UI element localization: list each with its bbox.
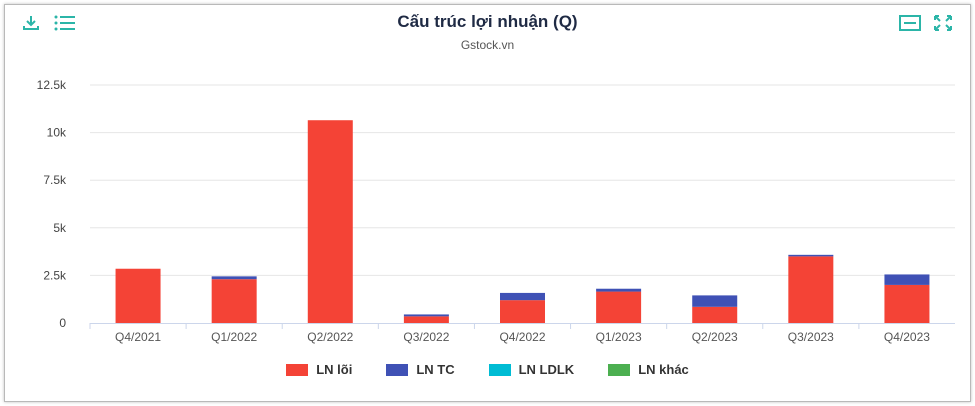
y-tick-label: 10k bbox=[47, 126, 67, 140]
bar-segment[interactable] bbox=[307, 120, 353, 323]
bar-segment[interactable] bbox=[596, 288, 642, 292]
bar-segment[interactable] bbox=[500, 300, 545, 323]
legend-label: LN LDLK bbox=[518, 362, 575, 377]
legend-swatch bbox=[488, 363, 511, 376]
chart-subtitle: Gstock.vn bbox=[460, 38, 515, 52]
chart-title: Cấu trúc lợi nhuận (Q) bbox=[397, 12, 578, 31]
bar-segment[interactable] bbox=[403, 316, 449, 323]
download-icon-glyph bbox=[23, 16, 39, 30]
legend-swatch bbox=[608, 363, 631, 376]
y-tick-label: 5k bbox=[53, 221, 67, 235]
legend-item[interactable]: LN TC bbox=[386, 362, 455, 377]
x-tick-label: Q3/2022 bbox=[403, 330, 449, 344]
bar-segment[interactable] bbox=[211, 279, 257, 323]
x-tick-label: Q4/2023 bbox=[884, 330, 930, 344]
legend-item[interactable]: LN khác bbox=[608, 362, 689, 377]
legend-swatch bbox=[286, 363, 309, 376]
chart-container bbox=[4, 4, 971, 402]
menu-list-icon[interactable] bbox=[54, 12, 76, 34]
y-tick-label: 7.5k bbox=[43, 173, 67, 187]
y-tick-label: 12.5k bbox=[37, 78, 67, 92]
x-tick-label: Q3/2023 bbox=[788, 330, 834, 344]
legend-item[interactable]: LN LDLK bbox=[488, 362, 575, 377]
x-tick-label: Q1/2023 bbox=[596, 330, 642, 344]
bar-segment[interactable] bbox=[788, 256, 834, 323]
minimize-icon-glyph bbox=[899, 15, 921, 31]
bar-segment[interactable] bbox=[211, 276, 257, 280]
bar-segment[interactable] bbox=[115, 268, 161, 323]
x-tick-label: Q4/2022 bbox=[499, 330, 545, 344]
x-tick-label: Q2/2023 bbox=[692, 330, 738, 344]
download-icon[interactable] bbox=[20, 12, 42, 34]
y-tick-label: 2.5k bbox=[43, 268, 67, 282]
x-tick-label: Q1/2022 bbox=[211, 330, 257, 344]
y-tick-label: 0 bbox=[59, 316, 66, 330]
legend-swatch bbox=[386, 363, 409, 376]
legend-label: LN lõi bbox=[316, 362, 353, 377]
bar-segment[interactable] bbox=[884, 274, 930, 285]
fullscreen-icon-glyph bbox=[934, 15, 952, 31]
bar-segment[interactable] bbox=[500, 292, 545, 301]
legend-item[interactable]: LN lõi bbox=[286, 362, 352, 377]
menu-list-icon-glyph bbox=[54, 15, 75, 31]
chart-legend: LN lõi LN TC LN LDLK LN khác bbox=[0, 362, 975, 377]
legend-label: LN TC bbox=[416, 362, 455, 377]
bar-segment[interactable] bbox=[692, 295, 738, 307]
bar-segment[interactable] bbox=[596, 291, 642, 323]
bar-segment[interactable] bbox=[788, 254, 834, 257]
bar-segment[interactable] bbox=[403, 314, 449, 317]
legend-label: LN khác bbox=[638, 362, 689, 377]
bar-segment[interactable] bbox=[884, 284, 930, 323]
bar-segment[interactable] bbox=[692, 306, 738, 323]
x-tick-label: Q2/2022 bbox=[307, 330, 353, 344]
x-tick-label: Q4/2021 bbox=[115, 330, 161, 344]
fullscreen-icon[interactable] bbox=[932, 12, 954, 34]
minimize-icon[interactable] bbox=[899, 12, 921, 34]
